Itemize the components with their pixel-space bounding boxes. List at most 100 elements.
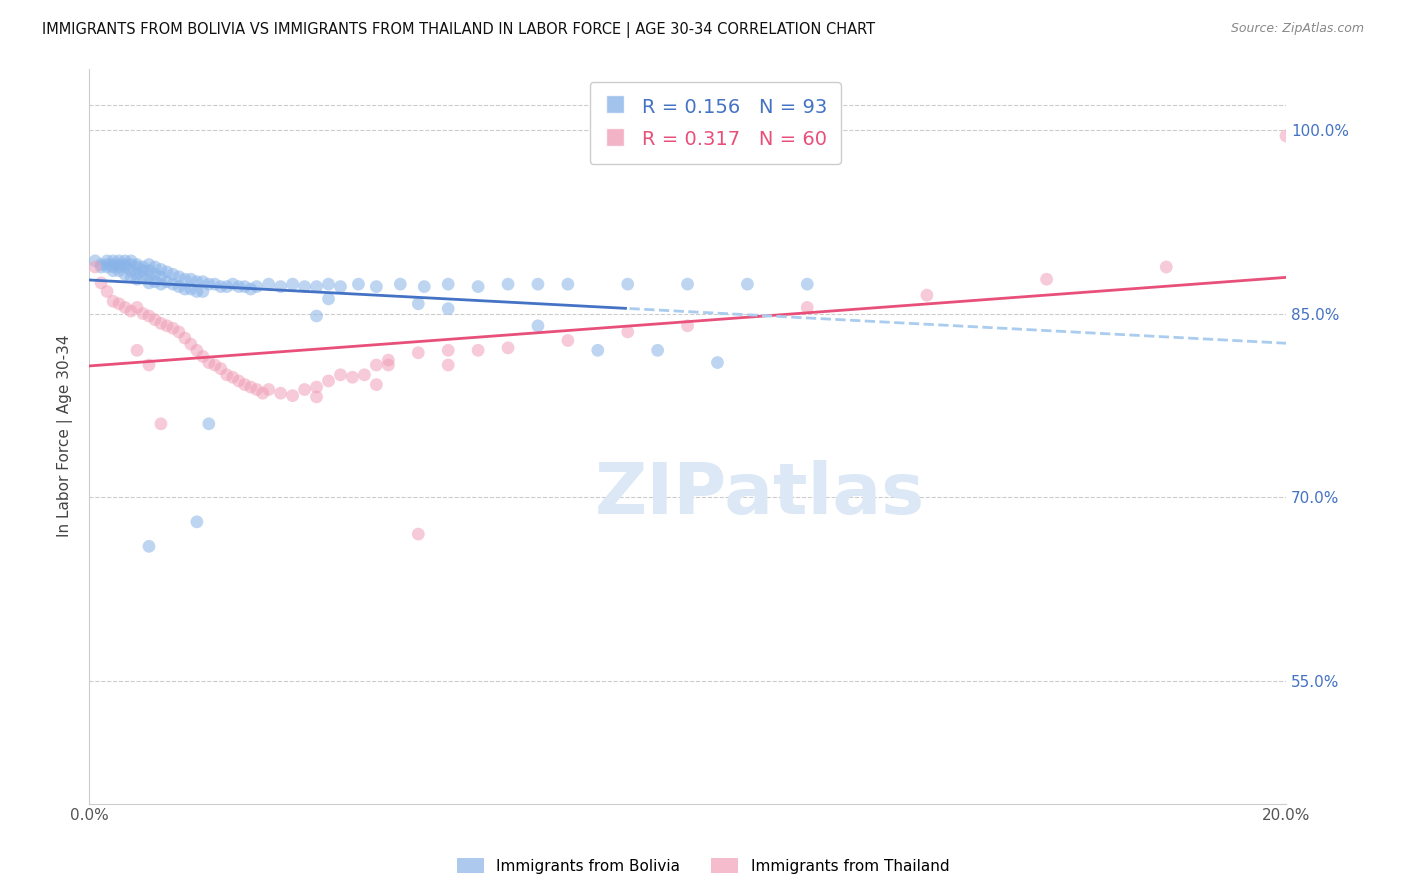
Text: Source: ZipAtlas.com: Source: ZipAtlas.com [1230, 22, 1364, 36]
Point [114, 260, 136, 274]
Point [281, 389, 304, 403]
Point [305, 309, 328, 323]
Point [347, 277, 370, 292]
Point [377, 358, 399, 372]
Point [527, 277, 550, 292]
Point [149, 277, 172, 292]
Point [557, 334, 579, 348]
Point [149, 262, 172, 277]
Point [101, 263, 124, 277]
Point [138, 539, 160, 553]
Point [204, 358, 226, 372]
Point [342, 370, 364, 384]
Point [84, 260, 107, 274]
Point [796, 301, 818, 315]
Point [125, 301, 148, 315]
Point [167, 325, 190, 339]
Point [156, 265, 179, 279]
Point [120, 304, 142, 318]
Point [557, 277, 579, 292]
Point [198, 417, 221, 431]
Point [180, 337, 202, 351]
Point [149, 317, 172, 331]
Point [132, 263, 155, 277]
Point [222, 277, 245, 292]
Point [353, 368, 375, 382]
Point [406, 345, 429, 359]
Point [167, 279, 190, 293]
Point [437, 277, 460, 292]
Point [270, 386, 292, 401]
Point [174, 331, 197, 345]
Text: IMMIGRANTS FROM BOLIVIA VS IMMIGRANTS FROM THAILAND IN LABOR FORCE | AGE 30-34 C: IMMIGRANTS FROM BOLIVIA VS IMMIGRANTS FR… [42, 22, 876, 38]
Point [329, 368, 352, 382]
Point [586, 343, 609, 358]
Point [191, 275, 214, 289]
Point [233, 279, 256, 293]
Point [120, 269, 142, 284]
Point [186, 285, 208, 299]
Point [167, 269, 190, 284]
Point [186, 515, 208, 529]
Point [108, 297, 131, 311]
Point [174, 282, 197, 296]
Point [90, 276, 112, 290]
Point [149, 269, 172, 284]
Point [270, 279, 292, 293]
Point [162, 321, 184, 335]
Point [186, 343, 208, 358]
Point [101, 260, 124, 274]
Point [366, 358, 388, 372]
Point [125, 343, 148, 358]
Point [228, 279, 250, 293]
Point [305, 380, 328, 394]
Point [162, 268, 184, 282]
Point [676, 277, 699, 292]
Point [143, 275, 166, 289]
Point [228, 374, 250, 388]
Point [389, 277, 412, 292]
Point [366, 377, 388, 392]
Point [101, 253, 124, 268]
Point [108, 253, 131, 268]
Point [366, 279, 388, 293]
Point [143, 268, 166, 282]
Point [108, 263, 131, 277]
Point [96, 258, 118, 272]
Point [191, 350, 214, 364]
Point [209, 361, 232, 376]
Point [114, 301, 136, 315]
Point [305, 279, 328, 293]
Point [138, 263, 160, 277]
Point [406, 297, 429, 311]
Point [120, 253, 142, 268]
Point [125, 258, 148, 272]
Point [467, 343, 489, 358]
Point [318, 277, 340, 292]
Point [198, 277, 221, 292]
Point [156, 318, 179, 333]
Y-axis label: In Labor Force | Age 30-34: In Labor Force | Age 30-34 [58, 334, 73, 537]
Point [209, 279, 232, 293]
Point [156, 275, 179, 289]
Point [239, 380, 262, 394]
Point [257, 277, 280, 292]
Point [143, 260, 166, 274]
Point [437, 301, 460, 316]
Point [120, 258, 142, 272]
Point [120, 263, 142, 277]
Point [647, 343, 669, 358]
Point [132, 307, 155, 321]
Point [149, 417, 172, 431]
Point [138, 358, 160, 372]
Point [676, 318, 699, 333]
Point [496, 341, 519, 355]
Point [413, 279, 436, 293]
Point [180, 282, 202, 296]
Point [294, 383, 316, 397]
Point [125, 268, 148, 282]
Point [198, 355, 221, 369]
Point [437, 358, 460, 372]
Point [222, 370, 245, 384]
Point [138, 309, 160, 323]
